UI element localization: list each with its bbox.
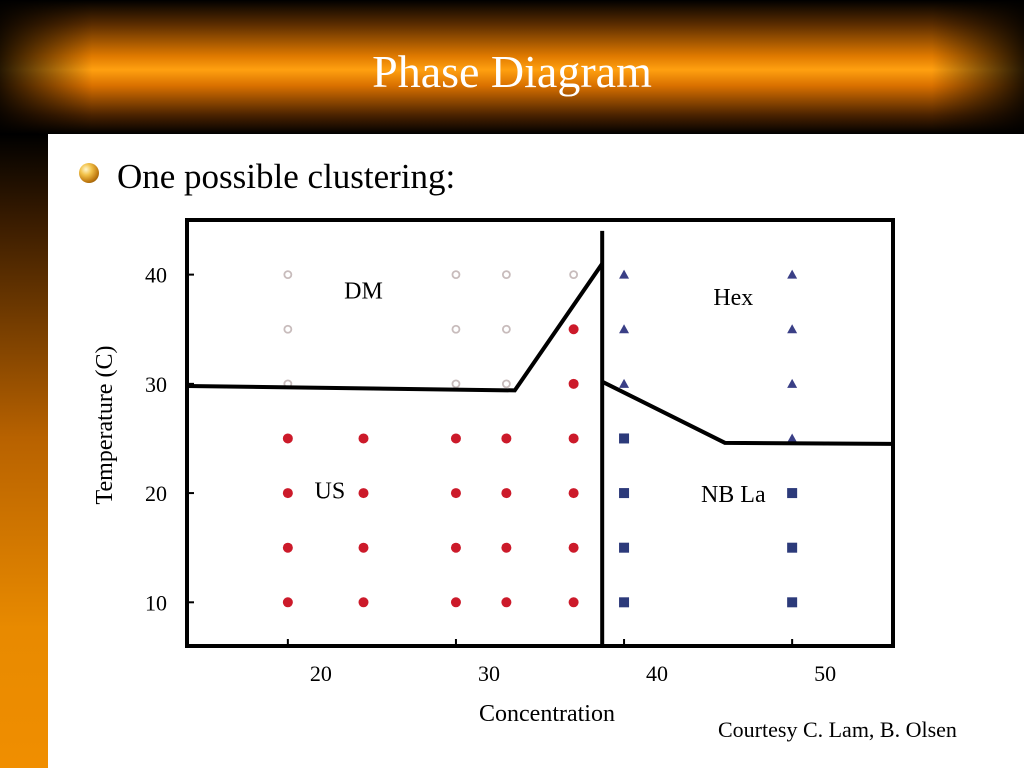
slide-title: Phase Diagram: [372, 46, 652, 97]
data-point: [450, 488, 461, 499]
data-point: [619, 597, 630, 608]
data-point: [451, 324, 461, 334]
data-point: [358, 433, 369, 444]
data-point: [568, 324, 579, 335]
region-label: NB La: [701, 482, 766, 508]
data-point: [787, 433, 798, 443]
region-label: Hex: [713, 285, 753, 311]
phase-boundary-line: [601, 379, 894, 446]
y-axis-title: Temperature (C): [92, 346, 118, 505]
region-label: DM: [344, 279, 383, 305]
data-point: [619, 433, 630, 444]
data-point: [450, 433, 461, 444]
data-point: [568, 542, 579, 553]
data-point: [501, 542, 512, 553]
data-point: [501, 433, 512, 444]
data-point: [451, 379, 461, 389]
title-bar: [0, 0, 1024, 134]
data-point: [501, 379, 511, 389]
data-point: [619, 269, 630, 279]
x-axis-title: Concentration: [479, 701, 615, 727]
data-point: [787, 324, 798, 334]
data-point: [619, 542, 630, 553]
data-point: [619, 488, 630, 499]
data-point: [358, 488, 369, 499]
data-point: [568, 597, 579, 608]
x-tick-label: 30: [478, 661, 500, 686]
x-tick-label: 50: [814, 661, 836, 686]
data-point: [283, 324, 293, 334]
left-accent-stripe: [0, 134, 48, 768]
data-point: [787, 378, 798, 388]
data-point: [787, 269, 798, 279]
credit-text: Courtesy C. Lam, B. Olsen: [718, 717, 957, 742]
plot-frame: [185, 218, 895, 648]
data-point: [787, 597, 798, 608]
x-tick-label: 20: [310, 661, 332, 686]
data-point: [358, 597, 369, 608]
data-point: [619, 324, 630, 334]
data-point: [619, 378, 630, 388]
data-point: [501, 270, 511, 280]
x-tick-label: 40: [646, 661, 668, 686]
data-point: [568, 488, 579, 499]
data-point: [450, 597, 461, 608]
region-label: US: [315, 479, 346, 505]
y-tick-label: 40: [145, 263, 167, 288]
data-point: [358, 542, 369, 553]
phase-boundary-line: [186, 262, 604, 393]
data-point: [787, 542, 798, 553]
data-point: [282, 542, 293, 553]
data-point: [501, 597, 512, 608]
data-point: [569, 270, 579, 280]
bullet-icon: [79, 163, 99, 183]
bullet-text: One possible clustering:: [117, 157, 456, 196]
data-point: [787, 488, 798, 499]
data-point: [282, 597, 293, 608]
data-point: [283, 270, 293, 280]
data-point: [501, 324, 511, 334]
data-point: [501, 488, 512, 499]
y-tick-label: 10: [145, 590, 167, 615]
data-point: [450, 542, 461, 553]
data-point: [568, 378, 579, 389]
data-point: [568, 433, 579, 444]
data-point: [282, 433, 293, 444]
y-tick-label: 30: [145, 372, 167, 397]
y-tick-label: 20: [145, 481, 167, 506]
data-point: [282, 488, 293, 499]
data-point: [451, 270, 461, 280]
